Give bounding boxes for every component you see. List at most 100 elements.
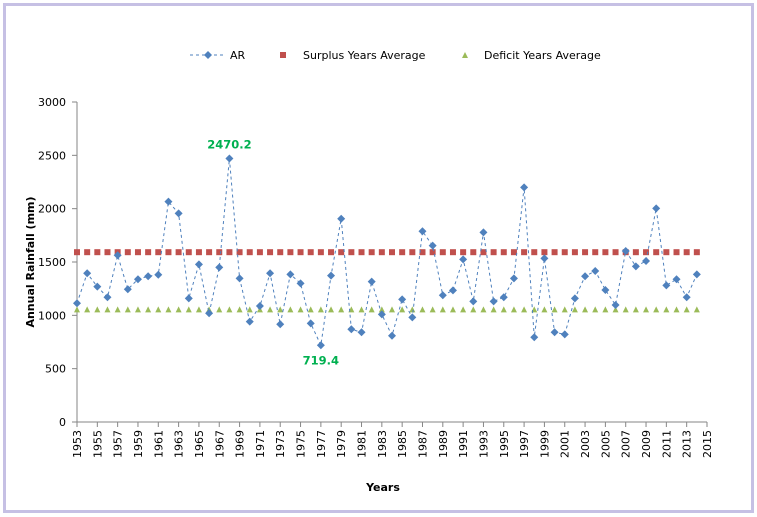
surplus-marker [399, 249, 406, 256]
data-label: 2470.2 [207, 138, 251, 152]
deficit-marker [551, 306, 558, 313]
surplus-marker [389, 249, 395, 256]
ar-point [550, 328, 559, 337]
surplus-marker [551, 249, 558, 256]
ar-point [692, 270, 701, 279]
ar-point [530, 333, 539, 342]
ar-point [235, 274, 244, 283]
deficit-marker [663, 306, 670, 313]
surplus-marker [134, 249, 141, 256]
ar-point [398, 295, 407, 304]
x-tick-label: 1959 [132, 430, 145, 458]
ar-point [103, 293, 112, 302]
surplus-marker [378, 249, 385, 256]
x-tick-label: 1977 [315, 430, 328, 458]
y-tick-label: 1000 [38, 309, 66, 322]
deficit-marker [277, 306, 284, 313]
surplus-marker [297, 249, 304, 256]
ar-point [276, 320, 285, 329]
ar-point [205, 309, 214, 318]
deficit-marker [571, 306, 578, 313]
y-tick-label: 2000 [38, 203, 66, 216]
ar-point [611, 300, 620, 309]
x-tick-label: 1965 [193, 430, 206, 458]
x-tick-label: 2003 [579, 430, 592, 458]
ar-point [682, 293, 691, 302]
x-tick-label: 1993 [477, 430, 490, 458]
surplus-marker [429, 249, 436, 256]
surplus-marker [368, 249, 375, 256]
x-tick-label: 1985 [396, 430, 409, 458]
ar-point [133, 275, 142, 284]
x-tick-label: 1969 [234, 430, 247, 458]
x-tick-label: 1987 [416, 430, 429, 458]
surplus-marker [663, 249, 670, 256]
deficit-marker [145, 306, 152, 313]
surplus-marker [500, 249, 507, 256]
deficit-marker [155, 306, 162, 313]
x-tick-label: 1995 [498, 430, 511, 458]
deficit-marker [429, 306, 436, 313]
x-tick-label: 1955 [91, 430, 104, 458]
deficit-average-series [74, 306, 700, 313]
ar-point [123, 285, 132, 294]
ar-point [144, 272, 153, 281]
surplus-marker [602, 249, 609, 256]
surplus-marker [348, 249, 355, 256]
deficit-marker [480, 306, 487, 313]
data-label: 719.4 [303, 353, 339, 367]
deficit-marker [165, 306, 172, 313]
ar-point [377, 310, 386, 319]
ar-point [428, 241, 437, 250]
ar-point [601, 285, 610, 294]
deficit-marker [622, 306, 629, 313]
x-tick-label: 1973 [274, 430, 287, 458]
x-tick-label: 1975 [295, 430, 308, 458]
ar-point [357, 328, 366, 337]
surplus-marker [561, 249, 568, 256]
x-tick-label: 1991 [457, 430, 470, 458]
deficit-marker [307, 306, 314, 313]
surplus-marker [206, 249, 213, 256]
deficit-marker [195, 306, 202, 313]
deficit-marker [134, 306, 141, 313]
deficit-marker [419, 306, 426, 313]
surplus-marker [490, 249, 497, 256]
ar-point [113, 251, 122, 260]
surplus-marker [328, 249, 335, 256]
surplus-marker [531, 249, 538, 256]
ar-point [509, 274, 518, 283]
deficit-marker [338, 306, 345, 313]
y-tick-label: 1500 [38, 256, 66, 269]
deficit-marker [368, 306, 375, 313]
deficit-marker [328, 306, 335, 313]
deficit-marker [632, 306, 639, 313]
ar-point [245, 317, 254, 326]
x-tick-label: 1961 [152, 430, 165, 458]
surplus-marker [683, 249, 690, 256]
deficit-marker [409, 306, 416, 313]
x-tick-label: 2001 [559, 430, 572, 458]
ar-point [154, 270, 163, 279]
deficit-marker [124, 306, 131, 313]
surplus-marker [521, 249, 528, 256]
surplus-marker [419, 249, 426, 256]
ar-point [499, 293, 508, 302]
ar-point [73, 299, 81, 308]
ar-point [662, 281, 671, 290]
y-tick-label: 2500 [38, 149, 66, 162]
x-tick-label: 1997 [518, 430, 531, 458]
deficit-marker [653, 306, 660, 313]
ar-point [621, 247, 630, 256]
deficit-marker [267, 306, 274, 313]
x-tick-label: 1953 [71, 430, 84, 458]
legend-label-ar: AR [230, 49, 246, 62]
deficit-marker [246, 306, 253, 313]
y-axis-title: Annual Rainfall (mm) [24, 196, 37, 327]
deficit-marker [399, 306, 406, 313]
ar-point [570, 294, 579, 303]
ar-point [225, 154, 234, 163]
deficit-marker [104, 306, 111, 313]
ar-point [672, 275, 681, 284]
ar-point [306, 319, 315, 328]
